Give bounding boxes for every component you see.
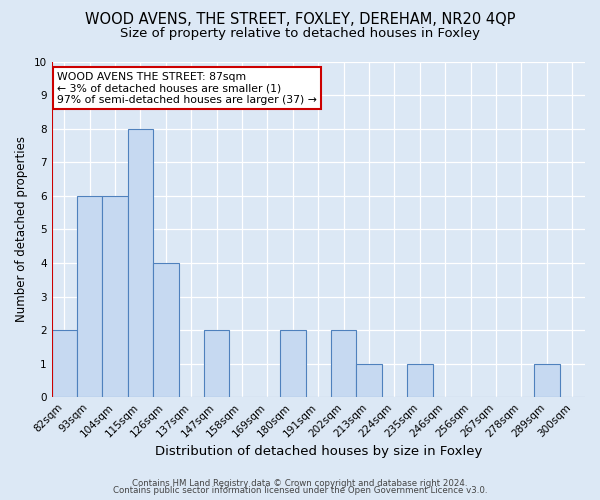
Bar [534,364,560,397]
Text: WOOD AVENS, THE STREET, FOXLEY, DEREHAM, NR20 4QP: WOOD AVENS, THE STREET, FOXLEY, DEREHAM,… [85,12,515,28]
X-axis label: Distribution of detached houses by size in Foxley: Distribution of detached houses by size … [155,444,482,458]
Bar [77,196,103,397]
Text: Contains HM Land Registry data © Crown copyright and database right 2024.: Contains HM Land Registry data © Crown c… [132,478,468,488]
Bar [103,196,128,397]
Bar [128,128,153,397]
Bar [153,263,179,397]
Text: WOOD AVENS THE STREET: 87sqm
← 3% of detached houses are smaller (1)
97% of semi: WOOD AVENS THE STREET: 87sqm ← 3% of det… [57,72,317,105]
Bar [407,364,433,397]
Text: Contains public sector information licensed under the Open Government Licence v3: Contains public sector information licen… [113,486,487,495]
Bar [331,330,356,397]
Y-axis label: Number of detached properties: Number of detached properties [15,136,28,322]
Bar [280,330,305,397]
Bar [52,330,77,397]
Bar [356,364,382,397]
Bar [204,330,229,397]
Text: Size of property relative to detached houses in Foxley: Size of property relative to detached ho… [120,28,480,40]
